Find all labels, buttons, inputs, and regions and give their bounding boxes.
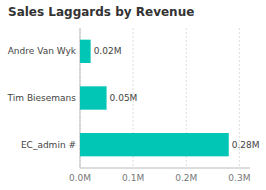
bars	[80, 40, 229, 157]
data-label: 0.28M	[232, 140, 260, 150]
title: Sales Laggards by Revenue	[8, 5, 194, 19]
data-label: 0.05M	[110, 93, 138, 103]
bar	[80, 86, 107, 109]
x-tick-label: 0.1M	[122, 173, 144, 183]
category-label: Tim Biesemans	[7, 93, 77, 103]
x-tick-label: 0.3M	[228, 173, 250, 183]
bar	[80, 133, 229, 156]
chart: Sales Laggards by Revenue 0.0M 0.1M 0.2M 0.3…	[0, 0, 266, 190]
data-label: 0.02M	[94, 46, 122, 56]
x-tick-label: 0.0M	[69, 173, 91, 183]
x-axis-line	[80, 168, 250, 169]
category-label: Andre Van Wyk	[8, 46, 77, 56]
chart-container: Sales Laggards by Revenue 0.0M 0.1M 0.2M 0.3…	[0, 0, 266, 190]
category-label: EC_admin #	[21, 140, 76, 150]
bar	[80, 40, 91, 63]
grid	[80, 28, 239, 168]
x-tick-label: 0.2M	[175, 173, 197, 183]
